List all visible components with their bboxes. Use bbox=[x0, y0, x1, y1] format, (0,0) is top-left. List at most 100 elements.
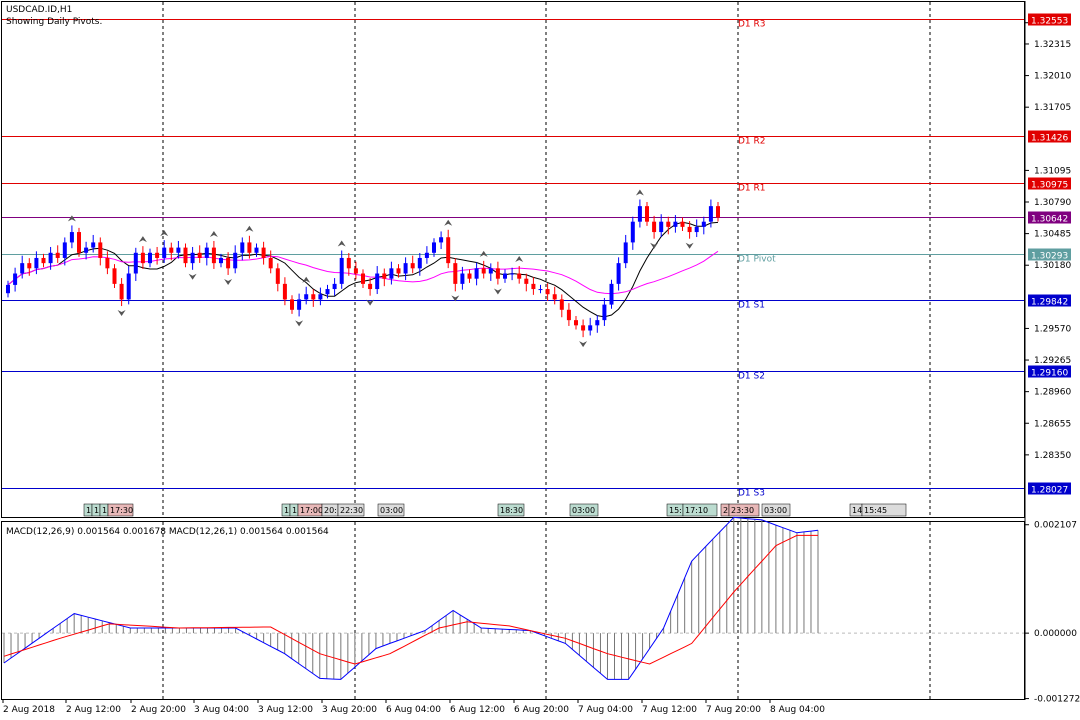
pivot-label: D1 R3 bbox=[738, 20, 766, 30]
fractal-down-marker bbox=[579, 341, 588, 348]
price-tag-text: 1.28027 bbox=[1031, 486, 1068, 496]
candle-body bbox=[453, 263, 458, 284]
time-tick-label: 3 Aug 04:00 bbox=[194, 705, 249, 715]
fractal-up-marker bbox=[479, 250, 488, 257]
macd-panel-frame bbox=[1, 521, 1025, 700]
time-tick-label: 2 Aug 2018 bbox=[3, 705, 55, 715]
candle-body bbox=[204, 247, 209, 258]
candle-body bbox=[84, 247, 89, 253]
candle-body bbox=[417, 257, 422, 269]
session-tag-label: 14 bbox=[852, 506, 862, 515]
session-tag-label: 17:00 bbox=[300, 506, 323, 515]
candle-body bbox=[467, 273, 472, 279]
price-tag bbox=[1028, 248, 1071, 261]
pivot-label: D1 R2 bbox=[738, 137, 766, 147]
candle-body bbox=[566, 309, 571, 321]
macd-indicator bbox=[2, 516, 1024, 680]
candle-body bbox=[609, 283, 614, 305]
candle-body bbox=[424, 252, 429, 258]
fractal-up-marker bbox=[635, 189, 644, 196]
candle-body bbox=[574, 320, 578, 326]
candle-body bbox=[382, 273, 387, 279]
symbol-label: USDCAD.ID,H1 bbox=[6, 5, 72, 15]
fractal-up-marker bbox=[515, 256, 524, 263]
price-tick-label: 1.31705 bbox=[1034, 103, 1071, 113]
candle-body bbox=[637, 206, 642, 222]
macd-line bbox=[3, 516, 819, 680]
candle-body bbox=[112, 268, 117, 284]
candle-body bbox=[190, 252, 195, 264]
candle-body bbox=[247, 242, 252, 253]
candle-body bbox=[318, 294, 323, 300]
time-tick-label: 7 Aug 20:00 bbox=[706, 705, 761, 715]
candle-body bbox=[346, 257, 351, 269]
candle-body bbox=[105, 257, 110, 269]
session-tag bbox=[761, 503, 791, 517]
session-tag-label: 20: bbox=[324, 506, 337, 515]
candle-body bbox=[219, 257, 223, 264]
candle-body bbox=[495, 268, 500, 279]
session-tag bbox=[682, 503, 718, 517]
candle-body bbox=[13, 273, 18, 285]
candle-body bbox=[98, 242, 103, 258]
time-tick-label: 2 Aug 12:00 bbox=[66, 705, 121, 715]
price-tick-label: 1.31095 bbox=[1034, 166, 1071, 176]
session-tag-label: 17:10 bbox=[685, 506, 708, 515]
price-axis: 1.325201.323151.320101.317051.310951.307… bbox=[1025, 19, 1071, 461]
fractal-up-marker bbox=[337, 240, 346, 247]
candle-body bbox=[439, 237, 444, 243]
candle-body bbox=[155, 252, 160, 258]
candle-body bbox=[581, 325, 586, 331]
price-tag bbox=[1028, 177, 1071, 190]
price-tag-text: 1.30975 bbox=[1031, 181, 1068, 191]
candle-body bbox=[126, 273, 131, 300]
pivot-price-tags: 1.32553 1.31426 1.30975 1.30293 1.29842 1.291… bbox=[1028, 13, 1071, 496]
candle-body bbox=[339, 257, 344, 284]
candle-body bbox=[389, 268, 394, 279]
candle-body bbox=[261, 247, 266, 258]
session-tag-label: 15: bbox=[669, 506, 682, 515]
candle-body bbox=[69, 232, 74, 243]
time-tick-label: 2 Aug 20:00 bbox=[131, 705, 186, 715]
fractal-up-marker bbox=[138, 236, 147, 243]
price-tag bbox=[1028, 130, 1071, 143]
candles bbox=[6, 199, 720, 338]
candle-body bbox=[630, 221, 635, 243]
pivot-label: D1 S2 bbox=[738, 372, 765, 382]
time-tick-label: 7 Aug 04:00 bbox=[578, 705, 633, 715]
price-tick-label: 1.29570 bbox=[1034, 324, 1071, 334]
fractal-down-marker bbox=[224, 278, 233, 285]
fractal-down-marker bbox=[493, 288, 502, 295]
candle-body bbox=[659, 221, 664, 233]
candle-body bbox=[708, 206, 713, 222]
macd-axis: 0.002107 0.000000 -0.001272 bbox=[1025, 521, 1080, 705]
price-tag bbox=[1028, 294, 1071, 307]
main-panel-frame bbox=[1, 1, 1025, 518]
session-tag-label: 1 bbox=[86, 506, 91, 515]
session-tag-label: 03:00 bbox=[380, 506, 403, 515]
session-tag-label: 1 bbox=[284, 506, 289, 515]
candle-body bbox=[169, 247, 174, 253]
session-tag-label: 23:30 bbox=[731, 506, 754, 515]
fractal-up-marker bbox=[209, 230, 218, 237]
candle-body bbox=[623, 242, 628, 264]
candle-body bbox=[645, 206, 649, 222]
candle-body bbox=[701, 221, 706, 227]
candle-body bbox=[474, 268, 479, 279]
price-tag bbox=[1028, 365, 1071, 378]
pivot-label: D1 S1 bbox=[738, 301, 765, 311]
session-tag-label: 18:30 bbox=[500, 506, 523, 515]
candle-body bbox=[162, 247, 167, 258]
candle-body bbox=[503, 273, 507, 279]
candle-body bbox=[410, 263, 415, 269]
session-tag-label: 22:30 bbox=[340, 506, 363, 515]
candle-body bbox=[240, 242, 245, 253]
candle-body bbox=[403, 263, 408, 274]
candle-body bbox=[524, 278, 529, 284]
candle-body bbox=[282, 283, 287, 300]
fractal-down-marker bbox=[685, 242, 694, 249]
macd-label: MACD(12,26,9) 0.001564 0.001678 MACD(12,… bbox=[6, 527, 329, 537]
candle-body bbox=[361, 273, 365, 284]
fractal-down-marker bbox=[366, 299, 375, 306]
